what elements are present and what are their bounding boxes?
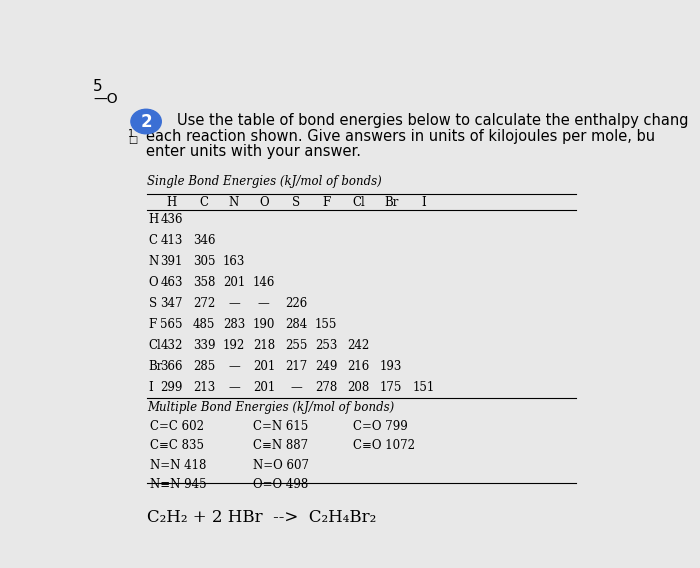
Text: 339: 339 [193,339,216,352]
Text: S: S [293,196,300,209]
Text: 242: 242 [348,339,370,352]
Text: 299: 299 [160,381,183,394]
Text: each reaction shown. Give answers in units of kilojoules per mole, bu: each reaction shown. Give answers in uni… [146,128,655,144]
Text: 278: 278 [315,381,337,394]
Text: 151: 151 [413,381,435,394]
Text: —: — [290,381,302,394]
Text: 216: 216 [348,360,370,373]
Text: —: — [228,297,240,310]
Text: Cl: Cl [149,339,162,352]
Text: —: — [228,360,240,373]
Text: 213: 213 [193,381,216,394]
Text: 1: 1 [128,128,134,139]
Text: Br: Br [384,196,398,209]
Text: 163: 163 [223,256,245,268]
Circle shape [131,109,161,134]
Text: 175: 175 [380,381,402,394]
Text: O: O [259,196,269,209]
Text: O: O [149,277,158,289]
Text: Cl: Cl [352,196,365,209]
Text: C₂H₂ + 2 HBr  -->  C₂H₄Br₂: C₂H₂ + 2 HBr --> C₂H₄Br₂ [147,509,377,527]
Text: O=O 498: O=O 498 [253,478,308,491]
Text: 284: 284 [285,318,307,331]
Text: 285: 285 [193,360,216,373]
Text: 217: 217 [285,360,307,373]
Text: C=O 799: C=O 799 [354,420,408,433]
Text: 436: 436 [160,214,183,227]
Text: 226: 226 [285,297,307,310]
Text: N=N 418: N=N 418 [150,459,206,471]
Text: C≡N 887: C≡N 887 [253,440,308,453]
Text: Multiple Bond Energies (kJ/mol of bonds): Multiple Bond Energies (kJ/mol of bonds) [147,400,394,414]
Text: 201: 201 [253,360,275,373]
Text: C≡O 1072: C≡O 1072 [354,440,415,453]
Text: 218: 218 [253,339,275,352]
Text: 146: 146 [253,277,275,289]
Text: H: H [149,214,159,227]
Text: 192: 192 [223,339,245,352]
Text: —: — [228,381,240,394]
Text: I: I [149,381,153,394]
Text: 366: 366 [160,360,183,373]
Text: C=N 615: C=N 615 [253,420,308,433]
Text: 283: 283 [223,318,245,331]
Text: F: F [322,196,330,209]
Text: Use the table of bond energies below to calculate the enthalpy chang: Use the table of bond energies below to … [177,113,689,128]
Text: 463: 463 [160,277,183,289]
Text: 155: 155 [315,318,337,331]
Text: —: — [258,297,270,310]
Text: I: I [421,196,426,209]
Text: enter units with your answer.: enter units with your answer. [146,144,361,159]
Text: N: N [149,256,159,268]
Text: 413: 413 [160,235,183,247]
Text: C: C [199,196,209,209]
Text: 208: 208 [348,381,370,394]
Text: 485: 485 [193,318,216,331]
Text: 201: 201 [253,381,275,394]
Text: 253: 253 [315,339,337,352]
Text: 201: 201 [223,277,245,289]
Text: C=C 602: C=C 602 [150,420,204,433]
Text: 391: 391 [160,256,183,268]
Text: 190: 190 [253,318,275,331]
Text: 305: 305 [193,256,216,268]
Text: Single Bond Energies (kJ/mol of bonds): Single Bond Energies (kJ/mol of bonds) [147,176,382,189]
Text: N=O 607: N=O 607 [253,459,309,471]
Text: C≡C 835: C≡C 835 [150,440,204,453]
Text: N: N [229,196,239,209]
Text: 358: 358 [193,277,216,289]
Text: 193: 193 [380,360,402,373]
Text: Br: Br [149,360,163,373]
Text: □: □ [128,135,137,145]
Text: 346: 346 [193,235,216,247]
Text: 565: 565 [160,318,183,331]
Text: N≡N 945: N≡N 945 [150,478,206,491]
Text: 5: 5 [93,79,102,94]
Text: 255: 255 [285,339,307,352]
Text: S: S [149,297,157,310]
Text: F: F [149,318,157,331]
Text: 2: 2 [140,112,152,131]
Text: H: H [167,196,176,209]
Text: —O: —O [93,92,118,106]
Text: 347: 347 [160,297,183,310]
Text: C: C [149,235,158,247]
Text: 272: 272 [193,297,216,310]
Text: 432: 432 [160,339,183,352]
Text: 249: 249 [315,360,337,373]
